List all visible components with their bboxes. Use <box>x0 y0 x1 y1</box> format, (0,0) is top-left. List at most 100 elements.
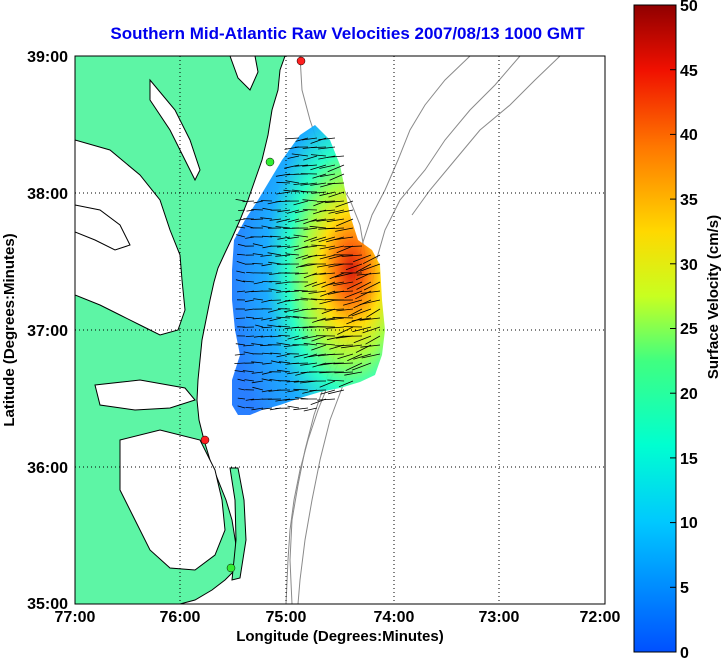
velocity-arrow <box>253 200 264 204</box>
velocity-arrow <box>318 236 336 243</box>
velocity-arrow <box>235 234 246 238</box>
velocity-arrow <box>253 281 264 285</box>
velocity-arrow <box>242 370 255 373</box>
velocity-arrow <box>328 254 345 260</box>
velocity-arrow <box>361 353 381 359</box>
velocity-arrow <box>333 281 354 286</box>
velocity-arrow <box>260 200 273 202</box>
velocity-arrow <box>284 299 300 302</box>
velocity-arrow <box>319 254 336 260</box>
velocity-arrow <box>325 317 345 321</box>
velocity-arrow <box>260 254 273 257</box>
velocity-arrow <box>345 263 363 271</box>
velocity-arrow <box>294 218 309 223</box>
y-axis-title: Latitude (Degrees:Minutes) <box>1 233 18 426</box>
map-grid <box>75 56 605 604</box>
velocity-arrow <box>300 362 318 366</box>
velocity-arrow <box>261 225 273 229</box>
velocity-arrow <box>292 326 309 329</box>
velocity-arrow <box>310 154 327 157</box>
velocity-arrow <box>251 361 264 364</box>
colorbar-title: Surface Velocity (cm/s) <box>705 215 722 379</box>
velocity-arrow <box>253 298 264 301</box>
velocity-arrow <box>332 316 354 319</box>
y-tick-label: 37:00 <box>27 323 68 340</box>
velocity-arrow <box>275 254 291 257</box>
velocity-arrow <box>237 243 246 247</box>
velocity-arrow <box>268 288 282 292</box>
velocity-arrow <box>365 335 381 345</box>
velocity-arrow <box>235 317 246 319</box>
velocity-arrow <box>326 218 345 223</box>
velocity-arrow <box>260 217 273 220</box>
velocity-arrow <box>261 317 273 321</box>
velocity-arrow <box>269 218 282 221</box>
velocity-arrow <box>326 155 345 158</box>
velocity-arrow <box>336 218 354 227</box>
velocity-arrow <box>326 335 345 341</box>
velocity-arrow <box>333 362 354 365</box>
velocity-arrow <box>287 335 300 340</box>
velocity-arrow <box>326 281 345 286</box>
velocity-arrow <box>309 389 327 391</box>
x-tick-label: 76:00 <box>160 609 201 626</box>
velocity-arrow <box>309 225 327 229</box>
velocity-arrow <box>302 335 318 340</box>
velocity-arrow <box>270 335 282 338</box>
velocity-arrow <box>319 272 336 275</box>
velocity-arrow <box>353 335 372 344</box>
velocity-arrow <box>310 146 327 148</box>
colorbar-tick-label: 20 <box>680 386 698 403</box>
velocity-arrow <box>262 362 273 365</box>
velocity-arrow <box>262 352 273 355</box>
velocity-arrow <box>293 380 309 383</box>
velocity-arrow <box>246 209 255 212</box>
velocity-arrow <box>238 388 246 391</box>
velocity-arrow <box>328 209 345 214</box>
velocity-arrow <box>251 380 264 384</box>
velocity-arrow <box>245 398 255 401</box>
velocity-arrow <box>334 371 354 374</box>
velocity-arrow <box>283 189 300 193</box>
velocity-arrow <box>252 317 264 320</box>
y-tick-label: 36:00 <box>27 460 68 477</box>
velocity-arrow <box>303 353 318 359</box>
velocity-arrow <box>347 353 363 362</box>
velocity-arrow <box>334 272 354 278</box>
velocity-arrow <box>336 245 354 254</box>
velocity-arrow <box>345 362 363 371</box>
delaware-bay <box>229 56 259 91</box>
pamlico-sound <box>119 429 226 571</box>
velocity-arrow <box>242 200 255 203</box>
velocity-arrow <box>359 263 381 272</box>
velocity-arrow <box>307 254 327 257</box>
velocity-arrow <box>252 243 264 247</box>
velocity-arrow <box>286 290 300 293</box>
velocity-arrow <box>276 218 291 223</box>
colorbar-tick-label: 30 <box>680 257 698 274</box>
velocity-arrow <box>235 199 246 202</box>
velocity-arrow <box>261 407 273 410</box>
velocity-arrow <box>242 280 255 283</box>
velocity-arrow <box>333 290 354 293</box>
velocity-arrow <box>311 272 327 276</box>
velocity-arrow <box>315 343 336 346</box>
velocity-arrow <box>311 308 327 310</box>
velocity-arrow <box>301 137 318 141</box>
velocity-arrow <box>294 299 309 301</box>
velocity-arrow <box>302 209 318 211</box>
velocity-arrow <box>311 335 327 342</box>
velocity-arrow <box>262 281 273 283</box>
x-tick-label: 74:00 <box>374 609 415 626</box>
velocity-arrow <box>285 253 300 256</box>
velocity-arrow <box>341 344 363 349</box>
velocity-arrow <box>346 281 363 290</box>
velocity-arrow <box>310 182 327 186</box>
velocity-arrow <box>294 335 309 341</box>
velocity-arrow <box>324 227 345 230</box>
velocity-arrow <box>319 209 336 212</box>
velocity-arrow <box>293 182 309 185</box>
velocity-arrow <box>278 325 291 328</box>
velocity-arrow <box>310 298 327 301</box>
